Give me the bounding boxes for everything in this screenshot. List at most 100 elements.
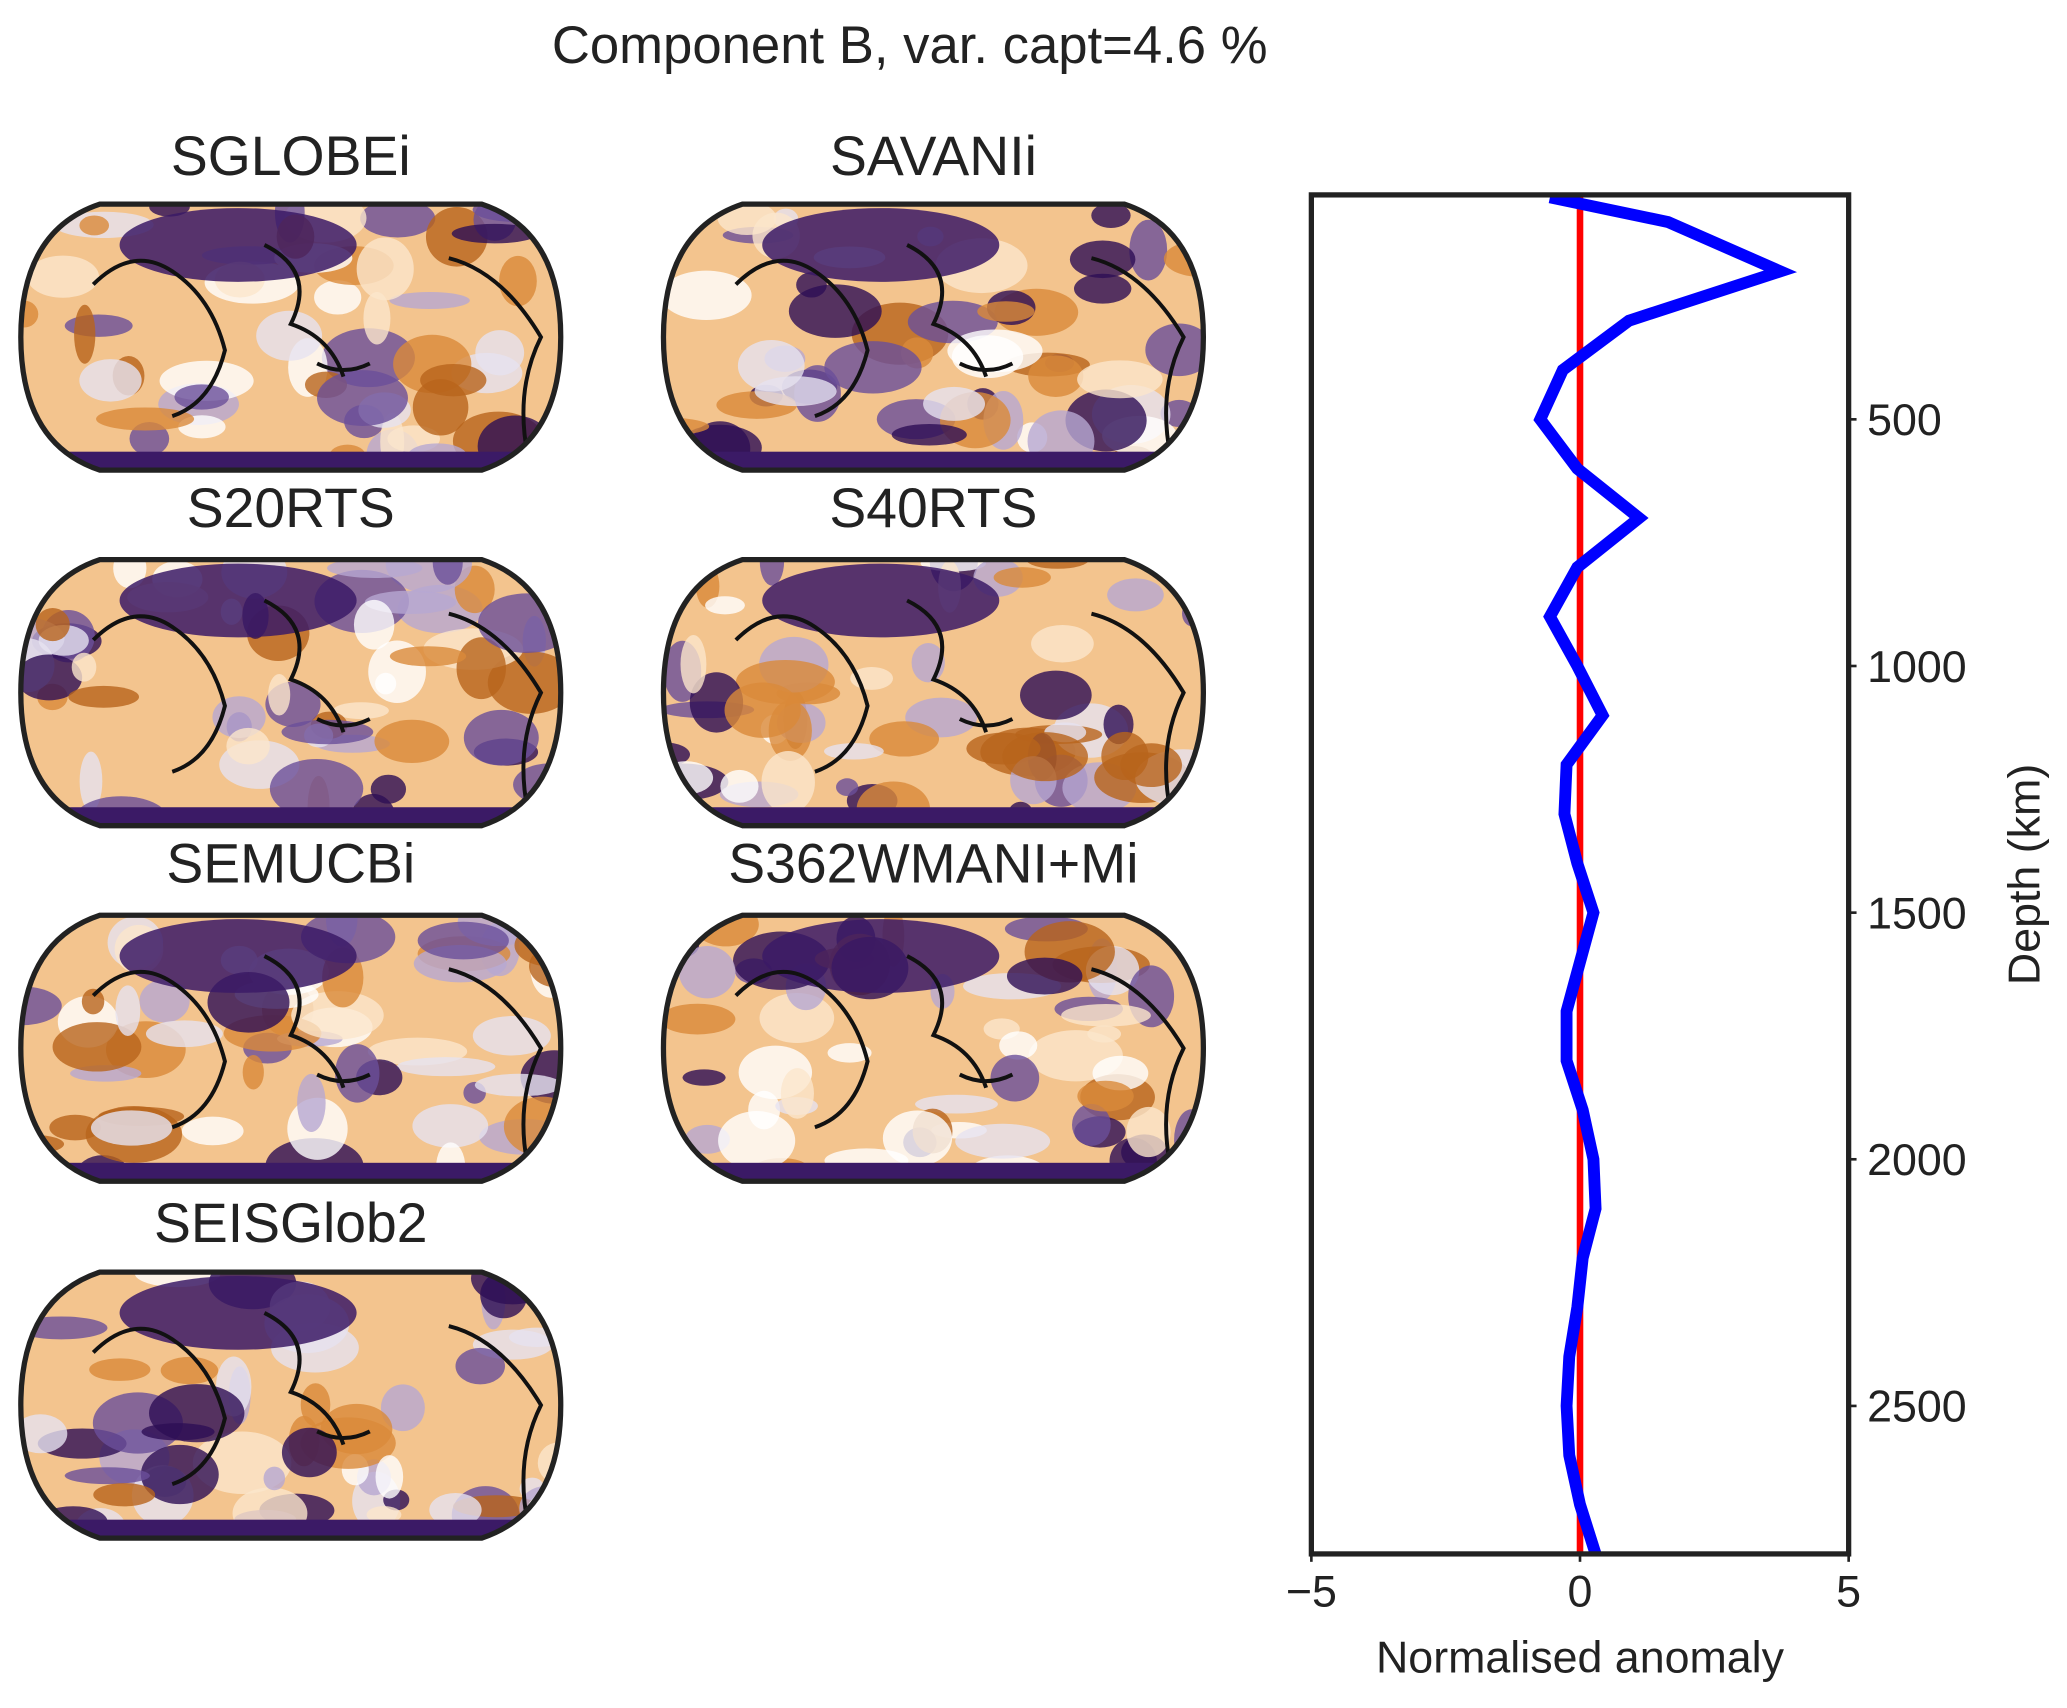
map-blob xyxy=(417,921,509,960)
map-blob xyxy=(115,985,141,1036)
map-blob xyxy=(487,651,561,714)
y-tick-label: 500 xyxy=(1867,395,1942,445)
map-blob xyxy=(1031,624,1094,663)
map-blob xyxy=(429,1492,482,1527)
map-blob xyxy=(663,807,1204,826)
map xyxy=(20,204,561,471)
map-blob xyxy=(317,370,408,426)
map-blob xyxy=(96,407,195,431)
map-blob xyxy=(455,1347,505,1385)
map-blob xyxy=(1120,743,1182,788)
map-blob xyxy=(663,761,714,795)
map xyxy=(663,915,1204,1182)
map-blob xyxy=(20,654,83,701)
map-blob xyxy=(451,223,538,244)
map xyxy=(663,204,1204,471)
map-blob xyxy=(456,637,506,700)
map-blob xyxy=(79,215,110,236)
map-blob xyxy=(281,1427,337,1478)
map-blob xyxy=(724,682,801,738)
map xyxy=(20,1272,561,1539)
map-blob xyxy=(119,919,357,993)
coastline xyxy=(91,954,544,1168)
map-blob xyxy=(360,204,436,238)
map-blob xyxy=(327,559,423,578)
map-blob xyxy=(663,1003,736,1035)
plot-area xyxy=(1533,194,1798,1554)
x-tick-label: −5 xyxy=(1286,1567,1337,1617)
y-tick-label: 2000 xyxy=(1867,1135,1967,1185)
map-blob xyxy=(90,1110,173,1146)
map-blob xyxy=(1028,355,1084,397)
map-frame xyxy=(660,912,1207,1184)
map-blob xyxy=(663,451,1204,471)
axes-frame xyxy=(1308,192,1852,1557)
map-blob xyxy=(160,1356,219,1385)
map-blob xyxy=(684,1124,730,1154)
map-blob xyxy=(89,1358,151,1381)
map-blob xyxy=(1163,240,1204,277)
map-blob xyxy=(35,607,70,642)
map-blob xyxy=(74,304,96,364)
map-frame xyxy=(18,1269,564,1541)
map-blob xyxy=(529,944,561,988)
map-blob xyxy=(366,1506,402,1524)
map-blob xyxy=(297,1073,326,1132)
coastline xyxy=(91,598,544,812)
map-blob xyxy=(1091,204,1131,228)
map-blob xyxy=(915,1094,998,1114)
map-blob xyxy=(380,1384,425,1432)
map-blob xyxy=(20,1162,561,1182)
map-blob xyxy=(268,674,291,716)
map-blob xyxy=(20,1414,68,1454)
map-blob xyxy=(1072,1103,1111,1146)
map-blob xyxy=(1185,204,1204,230)
y-tick-label: 1500 xyxy=(1867,888,1967,938)
x-axis-label: Normalised anomaly xyxy=(1376,1632,1785,1682)
map-frame xyxy=(18,201,564,473)
map-blob xyxy=(891,423,967,446)
map-blob xyxy=(226,727,270,765)
map-blob xyxy=(375,672,397,695)
map-frame xyxy=(660,201,1207,473)
map-blob xyxy=(26,255,100,298)
map-blob xyxy=(314,280,362,315)
map-blob xyxy=(370,774,407,804)
map-blob xyxy=(682,1069,726,1086)
map-blob xyxy=(796,272,827,298)
map-blob xyxy=(52,1022,142,1072)
map-blob xyxy=(718,1110,796,1171)
map-blob xyxy=(389,292,470,310)
map xyxy=(20,915,561,1182)
map-blob xyxy=(1077,360,1163,399)
map-blob xyxy=(472,204,561,223)
map-blob xyxy=(119,1276,357,1350)
map xyxy=(663,559,1204,826)
map-blob xyxy=(762,208,1000,282)
map-blob xyxy=(663,230,691,248)
map-blob xyxy=(256,310,323,361)
map-blob xyxy=(119,563,357,638)
map-blob xyxy=(993,567,1051,588)
map-title: SGLOBEi xyxy=(171,125,411,187)
map-blob xyxy=(1020,670,1092,720)
map-blob xyxy=(20,807,561,826)
map-blob xyxy=(291,991,384,1040)
map-blob xyxy=(356,237,414,301)
map-blob xyxy=(705,596,745,615)
map-blob xyxy=(79,359,142,402)
map-blob xyxy=(375,1455,404,1499)
map-blob xyxy=(762,563,1000,638)
map-blob xyxy=(181,1116,244,1146)
map-blob xyxy=(663,1162,1204,1182)
map-blob xyxy=(780,1068,814,1119)
map-blob xyxy=(514,924,561,967)
map-frame xyxy=(18,557,564,829)
map-blob xyxy=(389,646,467,667)
map-blob xyxy=(148,1384,245,1443)
map-blob xyxy=(836,778,859,797)
map-blob xyxy=(374,719,450,764)
maps: SGLOBEi SAVANIi S20RTS S40RTS SEMUCBi S362WMA… xyxy=(18,125,1207,1541)
map-blob xyxy=(678,946,736,999)
